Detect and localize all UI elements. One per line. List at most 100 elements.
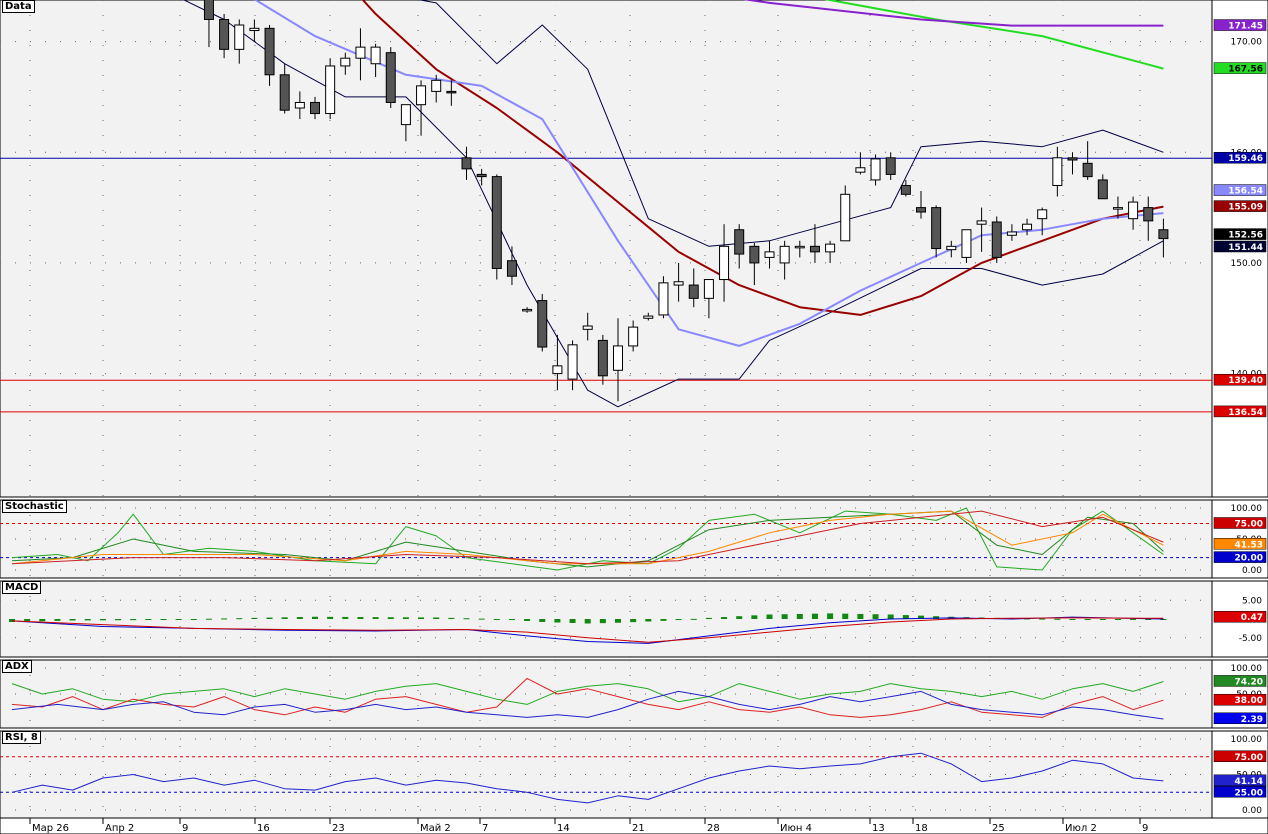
macd-histogram-bar bbox=[918, 615, 924, 619]
candle-body bbox=[552, 365, 563, 375]
macd-histogram-bar bbox=[69, 619, 76, 621]
macd-histogram-bar bbox=[645, 619, 652, 622]
stoch-badge: 41.53 bbox=[1235, 540, 1263, 550]
candle-body bbox=[355, 46, 366, 59]
moving-average-mid-line bbox=[361, 0, 1164, 316]
macd-histogram-bar bbox=[660, 619, 667, 621]
macd-series-line bbox=[11, 617, 1164, 643]
stoch-y-tick-label: 100.00 bbox=[1231, 504, 1263, 514]
candle-body bbox=[400, 104, 411, 126]
macd-histogram-bar bbox=[690, 618, 697, 620]
macd-histogram-bar bbox=[508, 619, 515, 620]
macd-histogram-bar bbox=[630, 619, 637, 623]
adx-plot bbox=[11, 677, 1164, 720]
macd-histogram-bar bbox=[554, 619, 561, 623]
macd-histogram-bar bbox=[281, 617, 288, 619]
macd-histogram-bar bbox=[327, 616, 334, 619]
macd-histogram-bar bbox=[569, 619, 576, 623]
rsi-badge-box bbox=[1213, 786, 1267, 798]
x-axis-tick-label: 14 bbox=[557, 823, 570, 834]
price-badge-box bbox=[1213, 405, 1267, 418]
x-axis-tick-label: 9 bbox=[182, 823, 188, 834]
candle-body bbox=[1022, 223, 1033, 231]
macd-histogram-bar bbox=[539, 619, 546, 622]
macd-histogram-bar bbox=[54, 619, 61, 621]
macd-histogram-bar bbox=[236, 618, 243, 620]
macd-histogram-bar bbox=[296, 617, 303, 619]
candle-body bbox=[900, 184, 911, 195]
macd-histogram-bar bbox=[493, 619, 500, 620]
rsi-y-tick-label: 100.00 bbox=[1231, 735, 1263, 745]
bollinger-upper-line bbox=[417, 0, 1164, 247]
macd-histogram-bar bbox=[615, 619, 621, 623]
adx-badge-box bbox=[1213, 712, 1267, 725]
macd-histogram-bar bbox=[251, 617, 258, 619]
x-axis-tick-label: Июн 4 bbox=[780, 823, 812, 834]
candle-body bbox=[597, 339, 608, 377]
macd-histogram-bar bbox=[99, 619, 106, 621]
macd-histogram-bar bbox=[190, 619, 197, 620]
macd-histogram-bar bbox=[266, 617, 273, 619]
macd-histogram-bar bbox=[84, 619, 91, 621]
candle-body bbox=[491, 176, 502, 269]
macd-histogram-bar bbox=[705, 617, 712, 619]
adx-badge-box bbox=[1213, 675, 1267, 687]
macd-histogram-bar bbox=[1145, 619, 1152, 620]
macd-histogram-bar bbox=[312, 616, 318, 619]
candle-body bbox=[840, 193, 851, 242]
x-axis-tick-label: 28 bbox=[707, 823, 720, 834]
candle-body bbox=[991, 221, 1002, 258]
candle-body bbox=[794, 245, 805, 249]
adx-y-tick-label: 100.00 bbox=[1231, 664, 1263, 674]
price-badge-box bbox=[1213, 373, 1267, 386]
candle-body bbox=[582, 325, 593, 330]
macd-histogram-bar bbox=[463, 618, 470, 620]
macd-histogram-bar bbox=[736, 616, 743, 619]
macd-histogram-bar bbox=[766, 614, 773, 619]
macd-histogram-bar bbox=[372, 617, 379, 619]
macd-histogram-bar bbox=[721, 617, 728, 619]
price-badge-box bbox=[1213, 184, 1267, 196]
candle-body bbox=[506, 260, 517, 277]
macd-histogram-bar bbox=[781, 614, 788, 619]
x-axis-tick-label: 7 bbox=[482, 823, 488, 834]
candle-body bbox=[279, 74, 290, 111]
macd-histogram-bar bbox=[342, 616, 349, 619]
macd-histogram-bar bbox=[675, 619, 682, 620]
x-axis-tick-label: 23 bbox=[332, 823, 345, 834]
price-badge-box bbox=[1213, 62, 1267, 74]
macd-histogram-bar bbox=[902, 615, 909, 619]
candle-body bbox=[870, 158, 881, 181]
macd-histogram-bar bbox=[1084, 619, 1091, 620]
rsi-panel-bg bbox=[0, 730, 1213, 819]
macd-histogram-bar bbox=[827, 613, 834, 619]
rsi-y-tick-label: 0.00 bbox=[1242, 806, 1262, 816]
price-badge-box bbox=[1213, 151, 1267, 164]
candle-body bbox=[234, 24, 245, 50]
candle-body bbox=[931, 207, 942, 250]
macd-histogram-bar bbox=[1069, 619, 1076, 620]
candle-body bbox=[628, 326, 639, 347]
candle-body bbox=[673, 281, 684, 286]
candle-body bbox=[658, 282, 669, 316]
adx-badge: 74.20 bbox=[1235, 677, 1263, 687]
macd-histogram-bar bbox=[524, 619, 531, 621]
candle-body bbox=[1158, 229, 1169, 240]
macd-histogram-bar bbox=[160, 619, 167, 620]
macd-histogram-bar bbox=[1039, 618, 1046, 620]
candle-body bbox=[325, 65, 336, 115]
macd-histogram-bar bbox=[842, 613, 849, 619]
price-badge: 139.40 bbox=[1228, 376, 1263, 386]
macd-histogram-bar bbox=[357, 617, 364, 619]
candle-body bbox=[703, 279, 714, 299]
candle-body bbox=[1052, 157, 1063, 186]
candle-body bbox=[809, 245, 820, 253]
candle-body bbox=[779, 245, 790, 264]
candle-body bbox=[1082, 162, 1093, 178]
rsi-badge-box bbox=[1213, 774, 1267, 787]
moving-average-long-line bbox=[824, 0, 1164, 70]
price-badge: 167.56 bbox=[1228, 65, 1263, 75]
candle-body bbox=[855, 167, 866, 173]
x-axis-tick-label: 16 bbox=[257, 823, 270, 834]
